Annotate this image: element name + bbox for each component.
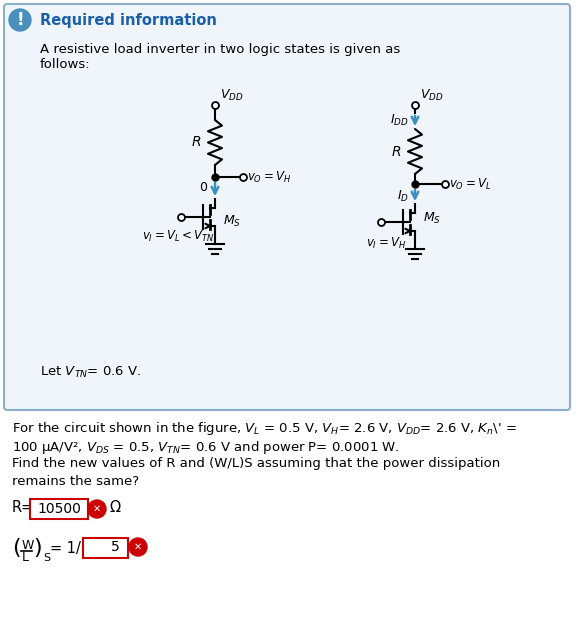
- Text: $v_I = V_H$: $v_I = V_H$: [366, 236, 406, 251]
- Text: ✕: ✕: [93, 504, 101, 514]
- Text: (: (: [12, 538, 20, 558]
- Text: R: R: [391, 145, 401, 158]
- Text: $I_D$: $I_D$: [397, 188, 409, 203]
- Text: !: !: [16, 11, 24, 29]
- FancyBboxPatch shape: [83, 538, 128, 558]
- Text: 100 μA/V², $V_{DS}$ = 0.5, $V_{TN}$= 0.6 V and power P= 0.0001 W.: 100 μA/V², $V_{DS}$ = 0.5, $V_{TN}$= 0.6…: [12, 439, 400, 456]
- Text: $I_{DD}$: $I_{DD}$: [390, 113, 409, 128]
- Text: W: W: [22, 539, 34, 552]
- Circle shape: [88, 500, 106, 518]
- Text: R=: R=: [12, 500, 34, 515]
- Circle shape: [9, 9, 31, 31]
- FancyBboxPatch shape: [30, 499, 88, 519]
- Text: $v_O = V_L$: $v_O = V_L$: [449, 177, 491, 192]
- Text: Ω: Ω: [110, 500, 121, 515]
- Text: $v_I = V_L < V_{TN}$: $v_I = V_L < V_{TN}$: [142, 229, 215, 244]
- FancyBboxPatch shape: [4, 4, 570, 410]
- Text: $V_{DD}$: $V_{DD}$: [220, 88, 244, 103]
- Text: S: S: [43, 553, 50, 563]
- Text: For the circuit shown in the figure, $V_L$ = 0.5 V, $V_H$= 2.6 V, $V_{DD}$= 2.6 : For the circuit shown in the figure, $V_…: [12, 420, 517, 437]
- Text: Let $V_{TN}$= 0.6 V.: Let $V_{TN}$= 0.6 V.: [40, 365, 141, 380]
- Text: $M_S$: $M_S$: [423, 210, 441, 225]
- Text: = 1/: = 1/: [50, 541, 81, 556]
- Circle shape: [129, 538, 147, 556]
- Text: R: R: [191, 135, 201, 150]
- Text: $V_{DD}$: $V_{DD}$: [420, 88, 444, 103]
- Text: A resistive load inverter in two logic states is given as: A resistive load inverter in two logic s…: [40, 43, 401, 56]
- Text: remains the same?: remains the same?: [12, 475, 139, 488]
- Text: 5: 5: [111, 540, 120, 554]
- Text: 10500: 10500: [37, 502, 81, 516]
- Text: L: L: [22, 551, 29, 564]
- Text: Find the new values of R and (W/L)S assuming that the power dissipation: Find the new values of R and (W/L)S assu…: [12, 457, 500, 470]
- Text: $v_O = V_H$: $v_O = V_H$: [247, 170, 292, 185]
- Text: 0: 0: [199, 181, 207, 194]
- Text: ): ): [33, 538, 41, 558]
- Text: follows:: follows:: [40, 58, 90, 71]
- Text: $M_S$: $M_S$: [223, 213, 241, 228]
- Text: ✕: ✕: [134, 542, 142, 552]
- Text: Required information: Required information: [40, 13, 217, 28]
